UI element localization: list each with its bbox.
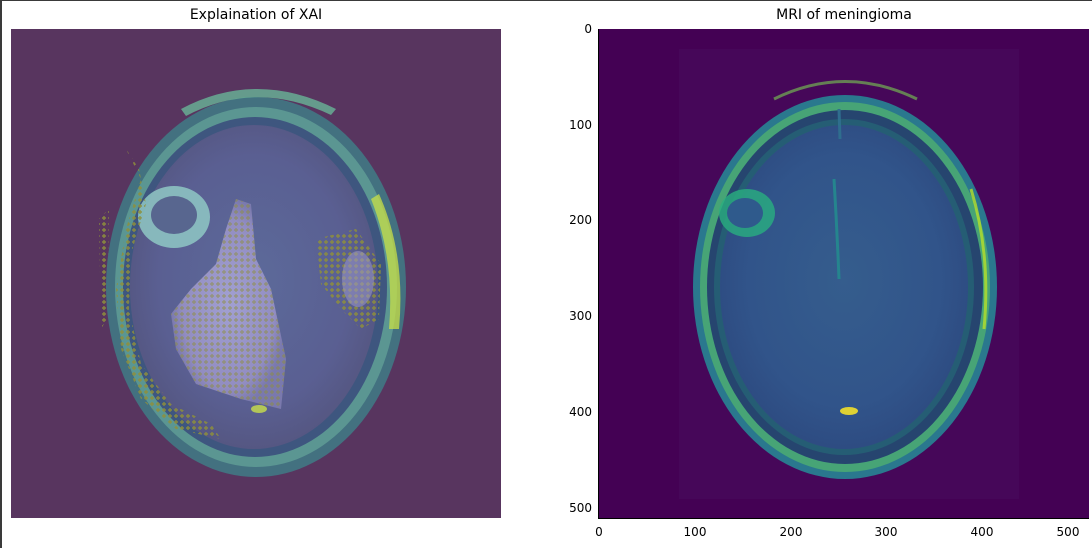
right-bottom-spot [840,407,858,415]
xai-explanation-svg [11,29,501,518]
left-tumor-core [151,196,197,234]
xai-explanation-image [11,29,501,518]
x-tick-label: 400 [970,525,994,539]
window-left-border [0,0,2,548]
left-highlight-central-dots [171,199,286,409]
right-panel-title: MRI of meningioma [776,7,912,23]
y-tick-label: 300 [569,309,592,323]
y-tick-label: 500 [569,501,592,515]
x-tick-label: 0 [595,525,603,539]
right-side-highlight [342,251,374,307]
left-bottom-spot [251,405,267,413]
left-skull-bright-band [371,194,401,329]
x-tick-label: 100 [683,525,707,539]
y-tick-label: 200 [569,213,592,227]
left-edge-dots [116,149,221,439]
left-panel-title: Explaination of XAI [189,7,323,23]
right-skull-highlight [969,188,988,330]
x-tick-label: 200 [779,525,803,539]
right-skull-top-highlight [773,80,918,101]
right-midline [832,178,841,280]
mri-svg [599,29,1089,518]
mri-image [598,29,1089,519]
left-skull-top-band [181,89,336,116]
y-tick-label: 100 [569,118,592,132]
right-brain [720,125,968,449]
left-edge-dots-2 [99,209,109,329]
x-tick-label: 500 [1056,525,1080,539]
x-tick-label: 300 [874,525,898,539]
y-tick-label: 0 [584,22,592,36]
y-tick-label: 400 [569,405,592,419]
right-tumor-core [727,198,763,228]
window-top-border [0,0,1092,1]
right-midline-top [837,108,842,140]
